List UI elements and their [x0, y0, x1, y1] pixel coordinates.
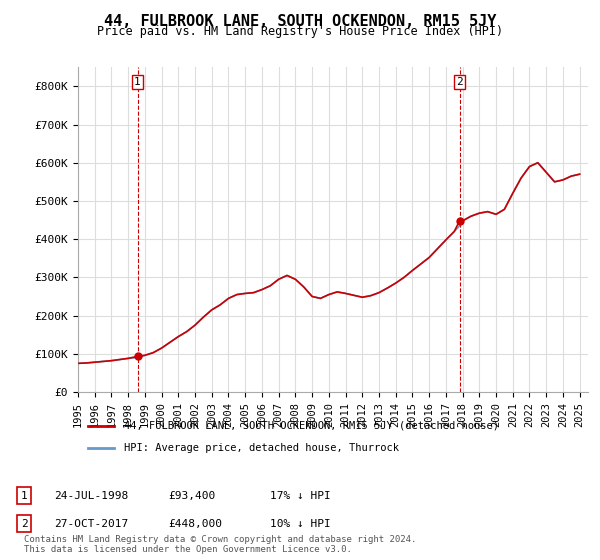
- Text: Contains HM Land Registry data © Crown copyright and database right 2024.
This d: Contains HM Land Registry data © Crown c…: [24, 535, 416, 554]
- Text: 44, FULBROOK LANE, SOUTH OCKENDON, RM15 5JY (detached house): 44, FULBROOK LANE, SOUTH OCKENDON, RM15 …: [124, 421, 499, 431]
- Text: HPI: Average price, detached house, Thurrock: HPI: Average price, detached house, Thur…: [124, 443, 399, 453]
- Text: 24-JUL-1998: 24-JUL-1998: [54, 491, 128, 501]
- Text: £448,000: £448,000: [168, 519, 222, 529]
- Text: 44, FULBROOK LANE, SOUTH OCKENDON, RM15 5JY: 44, FULBROOK LANE, SOUTH OCKENDON, RM15 …: [104, 14, 496, 29]
- Text: 2: 2: [20, 519, 28, 529]
- Text: 27-OCT-2017: 27-OCT-2017: [54, 519, 128, 529]
- Text: £93,400: £93,400: [168, 491, 215, 501]
- Text: 1: 1: [20, 491, 28, 501]
- Text: 1: 1: [134, 77, 141, 87]
- Text: 10% ↓ HPI: 10% ↓ HPI: [270, 519, 331, 529]
- Text: 2: 2: [456, 77, 463, 87]
- Text: 17% ↓ HPI: 17% ↓ HPI: [270, 491, 331, 501]
- Text: Price paid vs. HM Land Registry's House Price Index (HPI): Price paid vs. HM Land Registry's House …: [97, 25, 503, 38]
